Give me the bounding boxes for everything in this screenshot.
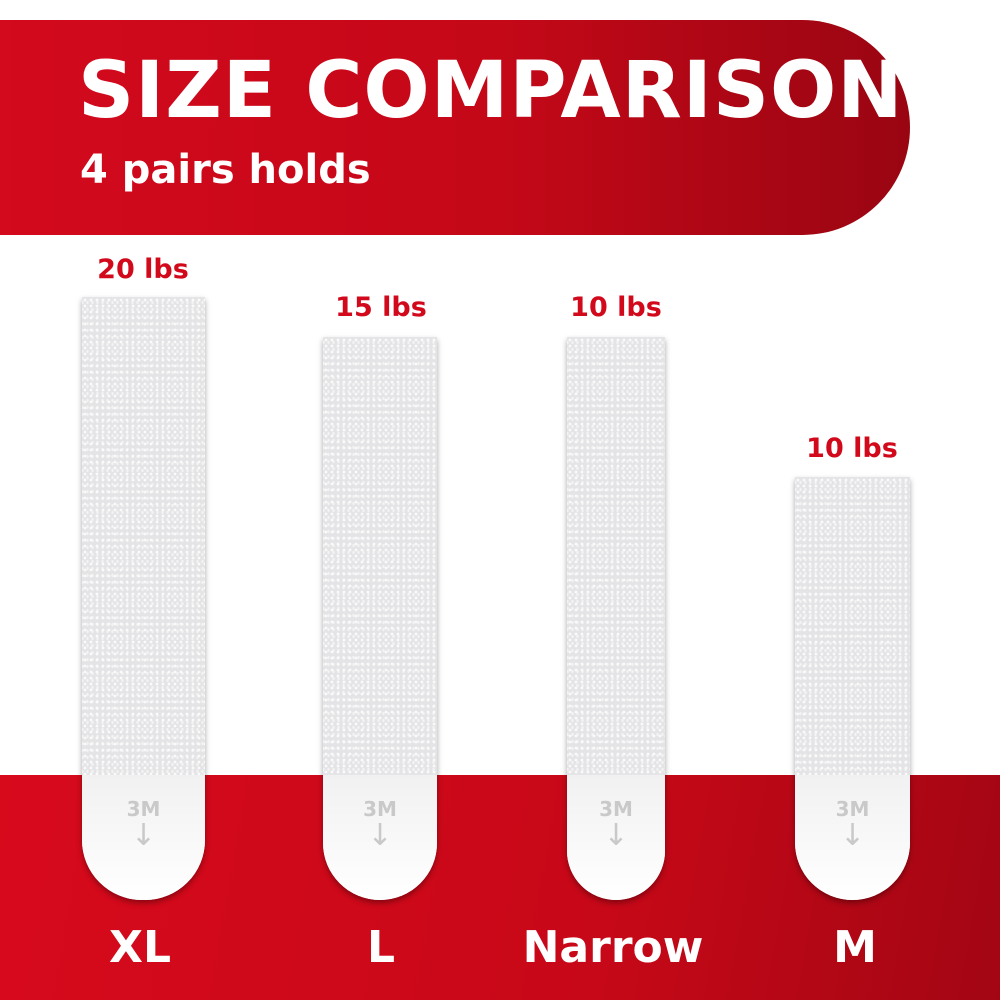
arrow-down-icon: ↓: [130, 818, 157, 853]
pull-tab: 3M ↓: [567, 775, 665, 900]
size-label-xl: XL: [109, 922, 171, 973]
pull-tab: 3M ↓: [323, 775, 437, 900]
3m-logo: 3M: [126, 797, 161, 821]
size-label-m: M: [833, 922, 877, 973]
page-subtitle: 4 pairs holds: [80, 147, 371, 193]
strip-m: 3M ↓: [795, 477, 910, 900]
pull-tab: 3M ↓: [795, 775, 910, 900]
arrow-down-icon: ↓: [367, 818, 393, 853]
size-label-l: L: [366, 922, 396, 973]
strip-texture: [567, 337, 665, 775]
weight-label-narrow: 10 lbs: [570, 292, 662, 323]
weight-label-l: 15 lbs: [335, 292, 427, 323]
arrow-down-icon: ↓: [603, 818, 629, 853]
weight-label-xl: 20 lbs: [97, 254, 189, 285]
strip-narrow: 3M ↓: [567, 337, 665, 900]
3m-logo: 3M: [363, 797, 397, 821]
arrow-down-icon: ↓: [839, 818, 866, 853]
strip-texture: [795, 477, 910, 775]
strip-texture: [323, 337, 437, 775]
size-label-narrow: Narrow: [522, 922, 704, 973]
header-banner: [0, 20, 910, 235]
strip-l: 3M ↓: [323, 337, 437, 900]
pull-tab: 3M ↓: [82, 775, 205, 900]
weight-label-m: 10 lbs: [806, 433, 898, 464]
page-title: SIZE COMPARISON: [78, 46, 904, 136]
3m-logo: 3M: [599, 797, 633, 821]
strip-texture: [82, 297, 205, 775]
strip-xl: 3M ↓: [82, 297, 205, 900]
3m-logo: 3M: [835, 797, 870, 821]
